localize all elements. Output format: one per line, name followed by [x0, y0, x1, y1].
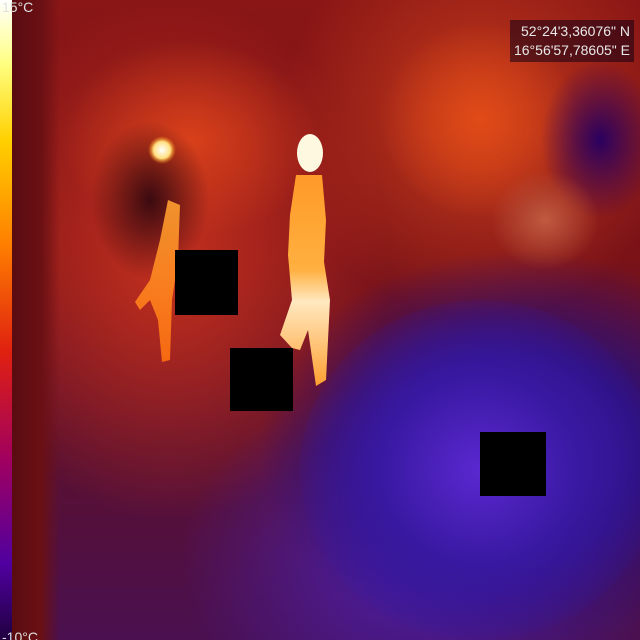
cold-ground-region — [300, 300, 640, 640]
redaction-box — [230, 348, 293, 411]
temperature-max-label: 15°C — [2, 0, 34, 15]
redaction-box — [175, 250, 238, 315]
redaction-box — [480, 432, 546, 496]
scale-shadow — [12, 0, 60, 640]
temperature-scale-bar — [0, 0, 12, 640]
gps-latitude: 52°24'3,36076" N — [521, 23, 630, 39]
gps-coordinates: 52°24'3,36076" N 16°56'57,78605" E — [509, 20, 634, 62]
gps-longitude: 16°56'57,78605" E — [513, 42, 630, 58]
warm-object-region — [490, 170, 600, 270]
temperature-min-label: -10°C — [2, 629, 38, 640]
